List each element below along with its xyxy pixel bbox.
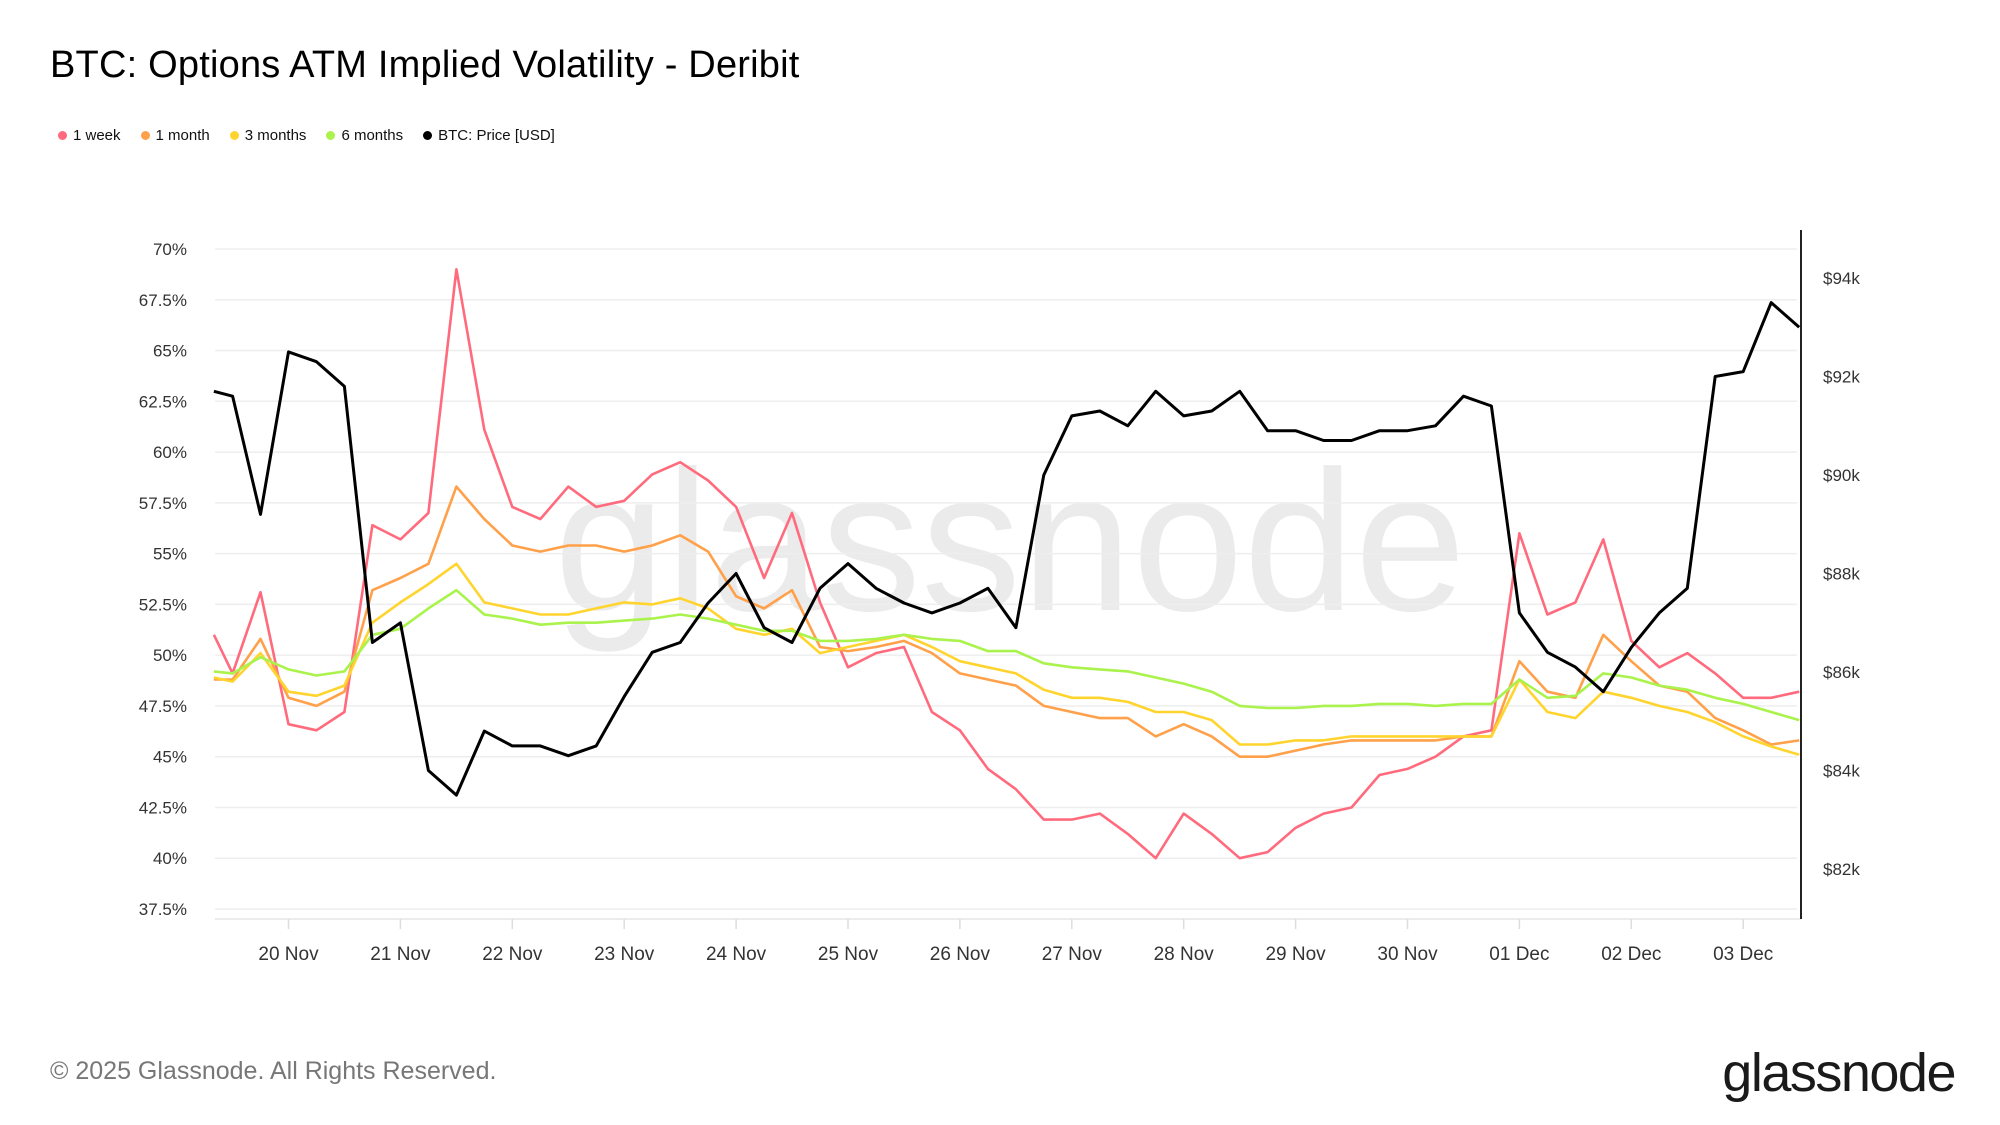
legend-dot-icon xyxy=(326,131,336,140)
legend-dot-icon xyxy=(140,131,150,140)
y-left-tick-label: 47.5% xyxy=(139,697,187,716)
y-left-tick-label: 67.5% xyxy=(139,291,187,310)
legend-item-6-months[interactable]: 6 months xyxy=(326,127,403,144)
legend-dot-icon xyxy=(58,131,67,140)
y-right-tick-label: $88k xyxy=(1823,565,1860,584)
series-line-btc-price-usd- xyxy=(213,301,1801,797)
y-right-tick-label: $92k xyxy=(1823,368,1860,387)
y-left-tick-label: 65% xyxy=(153,342,187,361)
glassnode-logo: glassnode xyxy=(1722,1043,1956,1103)
y-left-tick-label: 55% xyxy=(153,545,187,564)
legend-dot-icon xyxy=(229,131,239,140)
x-tick-label: 26 Nov xyxy=(930,944,991,965)
y-right-tick-label: $86k xyxy=(1823,663,1860,682)
legend-item-3-months[interactable]: 3 months xyxy=(229,127,307,144)
y-left-tick-label: 60% xyxy=(153,443,187,462)
legend-item-1-month[interactable]: 1 month xyxy=(140,127,210,144)
x-tick-label: 21 Nov xyxy=(370,944,431,965)
legend: 1 week 1 month 3 months 6 months BTC: Pr… xyxy=(58,127,555,144)
watermark: glassnode xyxy=(554,430,1466,653)
series-line-6-months xyxy=(213,588,1800,722)
series-line-1-week xyxy=(212,267,1800,860)
y-left-tick-label: 57.5% xyxy=(139,494,187,513)
y-left-tick-label: 45% xyxy=(153,748,187,767)
legend-label: 3 months xyxy=(244,127,307,144)
y-left-tick-label: 62.5% xyxy=(139,392,187,411)
chart-title: BTC: Options ATM Implied Volatility - De… xyxy=(50,44,800,86)
legend-item-btc-price[interactable]: BTC: Price [USD] xyxy=(423,127,555,144)
legend-dot-icon xyxy=(423,131,433,140)
series-line-3-months xyxy=(213,562,1800,756)
legend-label: 1 week xyxy=(73,127,121,144)
y-left-tick-label: 52.5% xyxy=(139,595,187,614)
x-tick-label: 24 Nov xyxy=(706,944,767,965)
legend-label: 6 months xyxy=(341,127,404,144)
legend-label: BTC: Price [USD] xyxy=(438,127,555,144)
x-tick-label: 27 Nov xyxy=(1042,944,1103,965)
x-tick-label: 03 Dec xyxy=(1713,944,1773,965)
y-right-tick-label: $82k xyxy=(1823,860,1860,879)
legend-label: 1 month xyxy=(155,127,210,144)
y-right-tick-label: $90k xyxy=(1823,466,1860,485)
series-line-1-month xyxy=(213,485,1800,759)
y-left-tick-label: 42.5% xyxy=(139,798,187,817)
x-tick-label: 23 Nov xyxy=(594,944,655,965)
copyright-text: © 2025 Glassnode. All Rights Reserved. xyxy=(50,1057,497,1085)
y-left-tick-label: 50% xyxy=(153,646,187,665)
x-tick-label: 29 Nov xyxy=(1265,944,1326,965)
y-left-tick-label: 37.5% xyxy=(139,900,187,919)
y-right-tick-label: $94k xyxy=(1823,269,1860,288)
x-tick-label: 30 Nov xyxy=(1377,944,1438,965)
x-tick-label: 25 Nov xyxy=(818,944,879,965)
x-tick-label: 01 Dec xyxy=(1489,944,1549,965)
x-tick-label: 20 Nov xyxy=(258,944,319,965)
y-left-tick-label: 70% xyxy=(153,240,187,259)
legend-item-1-week[interactable]: 1 week xyxy=(58,127,121,144)
y-left-tick-label: 40% xyxy=(153,849,187,868)
x-tick-label: 22 Nov xyxy=(482,944,543,965)
x-tick-label: 28 Nov xyxy=(1154,944,1215,965)
y-right-tick-label: $84k xyxy=(1823,762,1860,781)
x-tick-label: 02 Dec xyxy=(1601,944,1661,965)
